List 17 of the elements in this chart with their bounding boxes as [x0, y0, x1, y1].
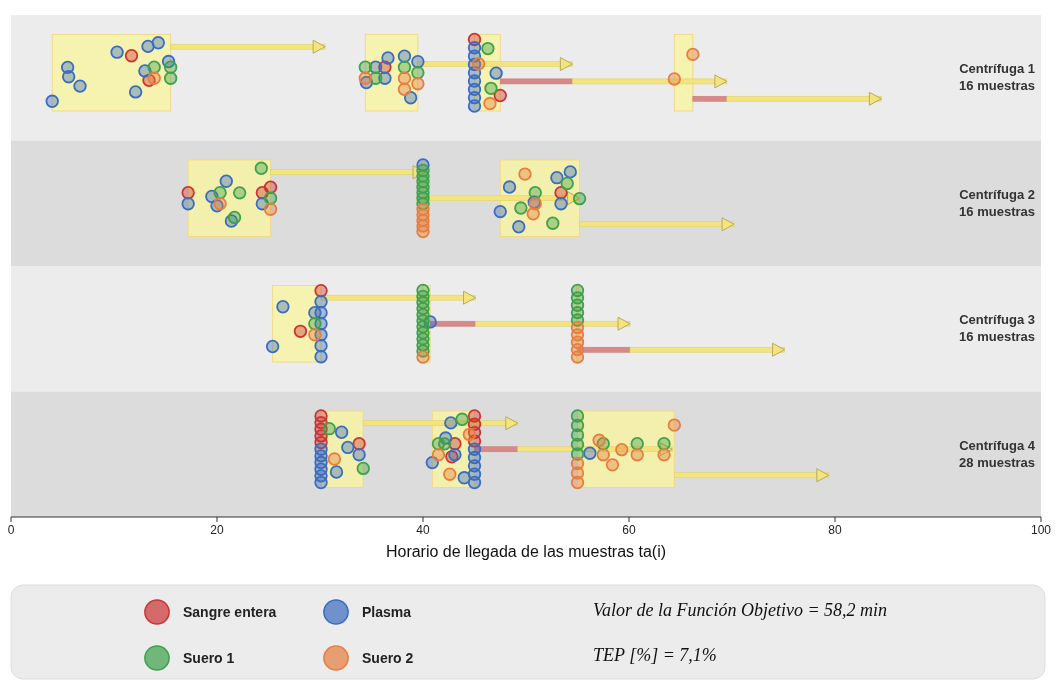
x-tick-label: 0: [7, 523, 15, 537]
legend-label: Suero 1: [183, 650, 235, 666]
x-tick-label: 40: [416, 523, 430, 537]
x-tick-label: 80: [828, 523, 842, 537]
x-axis-title: Horario de llegada de las muestras ta(i): [385, 543, 667, 560]
legend-label: Sangre entera: [183, 604, 277, 620]
x-tick-label: 60: [622, 523, 636, 537]
text: TEP [%] = 7,1%: [593, 645, 717, 665]
x-tick-label: 100: [1030, 523, 1052, 537]
y-tick-label: Centrífuga 4 28 muestras: [959, 437, 1036, 470]
y-tick-label: Centrífuga 3 16 muestras: [959, 312, 1035, 345]
legend-label: Plasma: [362, 604, 412, 620]
y-tick-label: Centrífuga 2 16 muestras: [959, 186, 1035, 219]
text: Valor de la Función Objetivo = 58,2 min: [593, 600, 888, 620]
y-tick-label: Centrífuga 1 16 muestras: [959, 61, 1035, 94]
x-tick-label: 20: [210, 523, 224, 537]
legend-label: Suero 2: [362, 650, 414, 666]
